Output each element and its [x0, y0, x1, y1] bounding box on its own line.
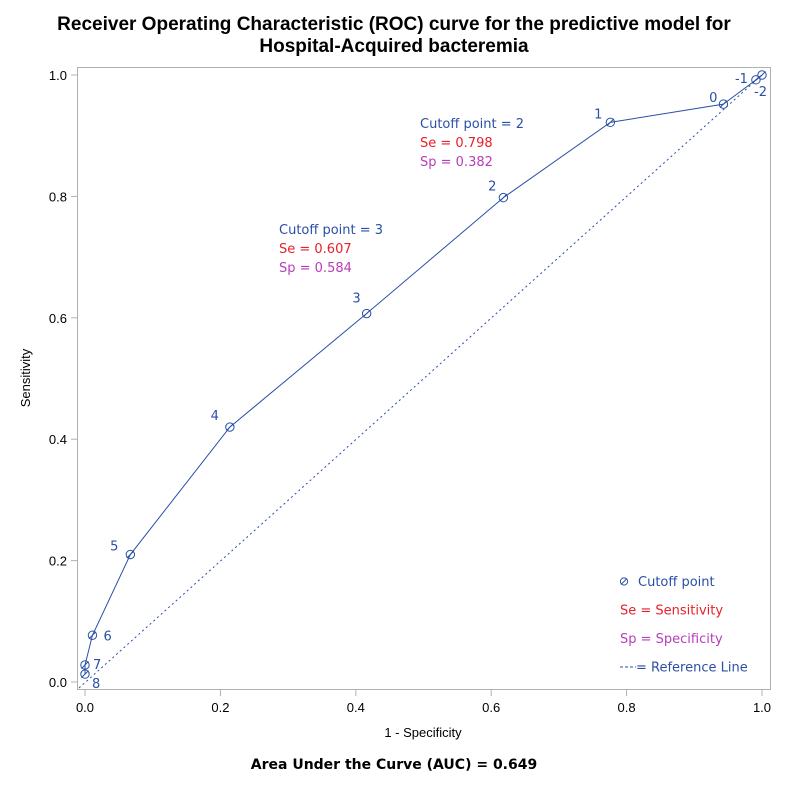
annotation-sp: Sp = 0.382 [420, 155, 493, 170]
cutoff-point-marker: -1 [735, 72, 761, 87]
circle-slash-icon [619, 577, 629, 586]
y-tick-label: 1.0 [49, 68, 67, 83]
cutoff-point-label: -2 [754, 85, 767, 100]
cutoff-point-marker: 0 [709, 91, 729, 109]
circle-slash-icon [225, 422, 235, 432]
plot-frame [77, 67, 771, 690]
marker-slash [88, 631, 97, 640]
y-tick-label: 0.8 [49, 189, 67, 204]
y-tick-label: 0.6 [49, 311, 67, 326]
cutoff-point-label: 5 [110, 540, 118, 555]
cutoff-annotation: Cutoff point = 3 Se = 0.607 Sp = 0.584 [279, 223, 383, 276]
plot-border [77, 67, 771, 690]
cutoff-point-marker: 1 [594, 107, 616, 128]
marker-slash [606, 118, 615, 127]
y-tick-label: 0.4 [49, 432, 67, 447]
marker-slash [719, 100, 728, 108]
circle-slash-icon [751, 75, 761, 85]
x-tick-label: 0.2 [211, 700, 229, 715]
marker-slash [499, 193, 508, 202]
legend-text: Cutoff point [638, 575, 715, 590]
legend-text: Se = Sensitivity [620, 604, 723, 619]
cutoff-point-label: -1 [735, 72, 748, 87]
legend-item: = Reference Line [620, 661, 748, 676]
cutoff-point-label: 0 [709, 91, 717, 106]
y-tick-label: 0.2 [49, 554, 67, 569]
x-tick-label: 1.0 [753, 700, 771, 715]
cutoff-point-label: 8 [92, 677, 100, 692]
circle-slash-icon [80, 669, 90, 679]
legend-item: Cutoff point [619, 575, 715, 590]
x-tick-label: 0.4 [347, 700, 365, 715]
x-tick-label: 0.8 [618, 700, 636, 715]
annotation-cutoff: Cutoff point = 2 [420, 117, 524, 132]
auc-label: Area Under the Curve (AUC) = 0.649 [250, 757, 538, 773]
circle-slash-icon [80, 660, 90, 670]
x-axis-label: 1 - Specificity [384, 725, 462, 740]
y-axis-label: Sensitivity [18, 348, 33, 407]
marker-slash [758, 71, 766, 79]
cutoff-point-marker: -2 [754, 70, 767, 100]
marker-slash [620, 578, 628, 585]
y-tick-label: 0.0 [49, 675, 67, 690]
cutoff-point-marker: 8 [80, 669, 100, 692]
marker-slash [81, 661, 89, 669]
x-tick-label: 0.0 [76, 700, 94, 715]
cutoff-annotation: Cutoff point = 2 Se = 0.798 Sp = 0.382 [420, 117, 524, 170]
circle-slash-icon [498, 192, 509, 203]
annotation-cutoff: Cutoff point = 3 [279, 223, 383, 238]
marker-slash [126, 550, 135, 559]
axes: 0.0 0.2 0.4 0.6 0.8 1.0 0.0 0.2 0.4 0.6 0.8 1.0 1 - … [18, 68, 771, 740]
annotation-se: Se = 0.798 [420, 136, 493, 151]
cutoff-point-marker: 7 [80, 658, 101, 673]
cutoff-point-label: 3 [352, 292, 360, 307]
circle-slash-icon [718, 99, 729, 109]
cutoff-point-label: 1 [594, 107, 602, 122]
circle-slash-icon [757, 70, 767, 80]
cutoff-point-label: 4 [211, 409, 219, 424]
circle-slash-icon [87, 630, 98, 640]
legend: Cutoff point Se = Sensitivity Sp = Specifi… [619, 575, 748, 676]
annotation-se: Se = 0.607 [279, 242, 352, 257]
x-tick-label: 0.6 [482, 700, 500, 715]
cutoff-point-marker: 5 [110, 540, 136, 560]
cutoff-point-label: 7 [93, 658, 101, 673]
chart-title-line2: Hospital-Acquired bacteremia [259, 36, 529, 57]
legend-item: Se = Sensitivity [620, 604, 723, 619]
cutoff-point-marker: 6 [87, 629, 112, 644]
chart-title: Receiver Operating Characteristic (ROC) … [0, 14, 788, 58]
circle-slash-icon [605, 117, 616, 128]
annotation-sp: Sp = 0.584 [279, 261, 352, 276]
circle-slash-icon [361, 308, 372, 319]
legend-item: Sp = Specificity [620, 632, 723, 647]
cutoff-point-marker: 4 [211, 409, 235, 432]
chart-title-line1: Receiver Operating Characteristic (ROC) … [57, 14, 731, 35]
marker-slash [362, 309, 371, 318]
cutoff-point-marker: 2 [488, 180, 509, 203]
cutoff-point-marker: 3 [352, 292, 372, 319]
roc-curve: 8 76 5 4 3 2 1 0 -1 -2 [80, 70, 767, 692]
marker-slash [81, 670, 89, 678]
circle-slash-icon [125, 549, 136, 560]
cutoff-point-label: 2 [488, 180, 496, 195]
legend-text: Sp = Specificity [620, 632, 723, 647]
cutoff-point-label: 6 [103, 629, 111, 644]
marker-slash [226, 423, 234, 431]
legend-text: = Reference Line [636, 661, 748, 676]
